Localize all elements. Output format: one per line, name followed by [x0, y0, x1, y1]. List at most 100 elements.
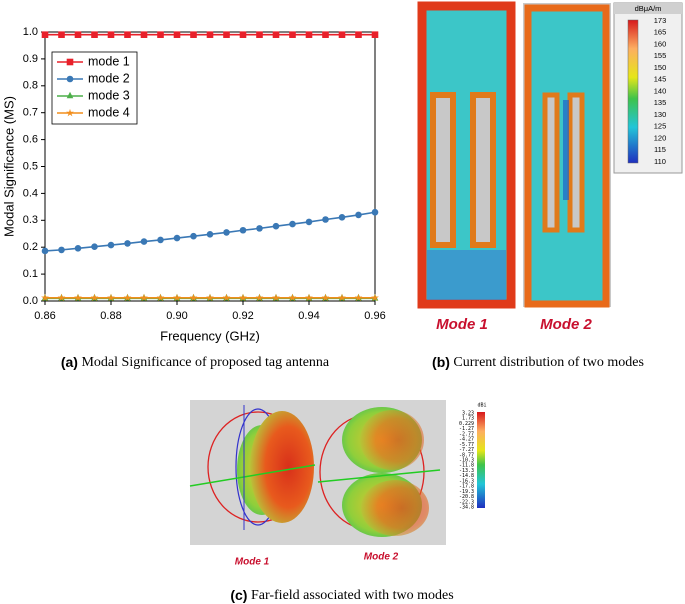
colorbar-label: 125: [654, 122, 667, 131]
colorbar-label: -22.3: [459, 499, 474, 505]
colorbar-label: -1.27: [459, 426, 474, 432]
x-tick-label: 0.96: [364, 310, 385, 322]
y-tick-label: 1.0: [23, 26, 38, 38]
x-tick-label: 0.86: [34, 310, 55, 322]
colorbar-label: 165: [654, 28, 667, 37]
data-point: [91, 31, 98, 38]
colorbar-label: -5.77: [459, 442, 474, 448]
data-point: [305, 293, 313, 302]
data-point: [124, 240, 131, 247]
colorbar-unit: dBμA/m: [635, 4, 662, 13]
colorbar-label: 135: [654, 98, 667, 107]
data-point: [173, 234, 181, 242]
caption-c: (c) Far-field associated with two modes: [230, 587, 453, 604]
data-point: [189, 293, 198, 302]
data-point: [371, 208, 379, 216]
data-point: [107, 241, 115, 249]
colorbar-label: 3.23: [462, 411, 474, 417]
data-point: [57, 293, 66, 302]
data-point: [74, 31, 82, 38]
colorbar-label: 115: [654, 145, 666, 154]
x-tick-label: 0.92: [232, 310, 253, 322]
caption-text: Far-field associated with two modes: [251, 588, 454, 603]
mode-label: Mode 1: [436, 316, 488, 333]
data-point: [355, 31, 362, 38]
legend-marker: [66, 108, 74, 117]
data-point: [222, 293, 231, 302]
y-tick-label: 0.7: [23, 107, 38, 119]
legend-box: [51, 51, 138, 125]
data-point: [355, 211, 362, 219]
data-point: [289, 31, 296, 38]
data-point: [107, 293, 115, 302]
data-point: [239, 226, 247, 234]
data-point: [272, 222, 280, 230]
colorbar-label: -19.3: [459, 489, 474, 495]
data-point: [239, 31, 247, 38]
far-field-image: [189, 400, 496, 545]
data-point: [322, 216, 329, 223]
y-tick-label: 0.3: [23, 214, 38, 226]
data-point: [190, 232, 197, 240]
colorbar-label: -4.27: [459, 437, 474, 443]
y-tick-label: 0.2: [23, 241, 38, 253]
mode-label: Mode 1: [235, 557, 270, 568]
data-point: [157, 236, 164, 244]
data-point: [272, 31, 280, 38]
data-point: [124, 31, 131, 38]
y-tick-label: 0.4: [23, 187, 38, 199]
current-distribution-image: [417, 1, 683, 309]
data-point: [289, 220, 296, 228]
data-point: [190, 31, 197, 38]
data-point: [272, 293, 280, 302]
colorbar-label: 110: [654, 157, 666, 166]
colorbar-label: 145: [654, 75, 667, 84]
legend-label: mode 3: [88, 88, 130, 102]
colorbar-label: -34.8: [459, 505, 474, 511]
caption-label: (a): [61, 354, 78, 370]
data-point: [74, 244, 82, 252]
colorbar-label: -10.3: [459, 458, 474, 464]
colorbar-label: -13.3: [459, 468, 474, 474]
x-axis-label: Frequency (GHz): [160, 328, 260, 343]
y-tick-label: 0.6: [23, 134, 38, 146]
data-point: [123, 293, 132, 302]
colorbar-label: -16.3: [459, 478, 474, 484]
colorbar-label: 0.229: [459, 421, 474, 427]
colorbar-label: 1.73: [462, 416, 474, 422]
data-point: [223, 229, 230, 236]
legend-marker: [66, 75, 74, 83]
line-chart: 0.0 0.1 0.2 0.3 0.4 0.5 0.6 0.7 0.8 0.9 1.0 0.86 0.8…: [1, 26, 385, 344]
legend-marker: [66, 58, 74, 66]
legend-label: mode 1: [88, 54, 130, 68]
data-point: [41, 293, 49, 302]
colorbar-label: 160: [654, 39, 667, 48]
data-point: [305, 218, 313, 226]
legend-marker: [66, 91, 74, 99]
y-tick-label: 0.1: [23, 268, 38, 280]
data-point: [255, 293, 264, 302]
x-tick-label: 0.94: [298, 310, 319, 322]
data-point: [41, 247, 49, 255]
data-point: [338, 293, 346, 302]
data-point: [206, 293, 214, 302]
y-tick-label: 0.8: [23, 80, 38, 92]
colorbar-label: -11.8: [459, 463, 474, 469]
data-point: [140, 238, 148, 245]
data-point: [322, 31, 329, 38]
x-tick-label: 0.90: [166, 310, 187, 322]
colorbar-unit: dBi: [477, 403, 486, 409]
data-point: [371, 31, 379, 38]
y-tick-label: 0.0: [23, 295, 38, 307]
colorbar-label: 120: [654, 133, 667, 142]
data-point: [140, 293, 148, 302]
data-point: [58, 31, 65, 38]
colorbar-label: -2.77: [459, 431, 474, 437]
data-point: [239, 293, 247, 302]
caption-b: (b) Current distribution of two modes: [432, 354, 644, 371]
colorbar-label: -14.8: [459, 473, 474, 479]
y-tick-label: 0.9: [23, 53, 38, 65]
data-point: [173, 293, 181, 302]
data-point: [206, 230, 214, 238]
